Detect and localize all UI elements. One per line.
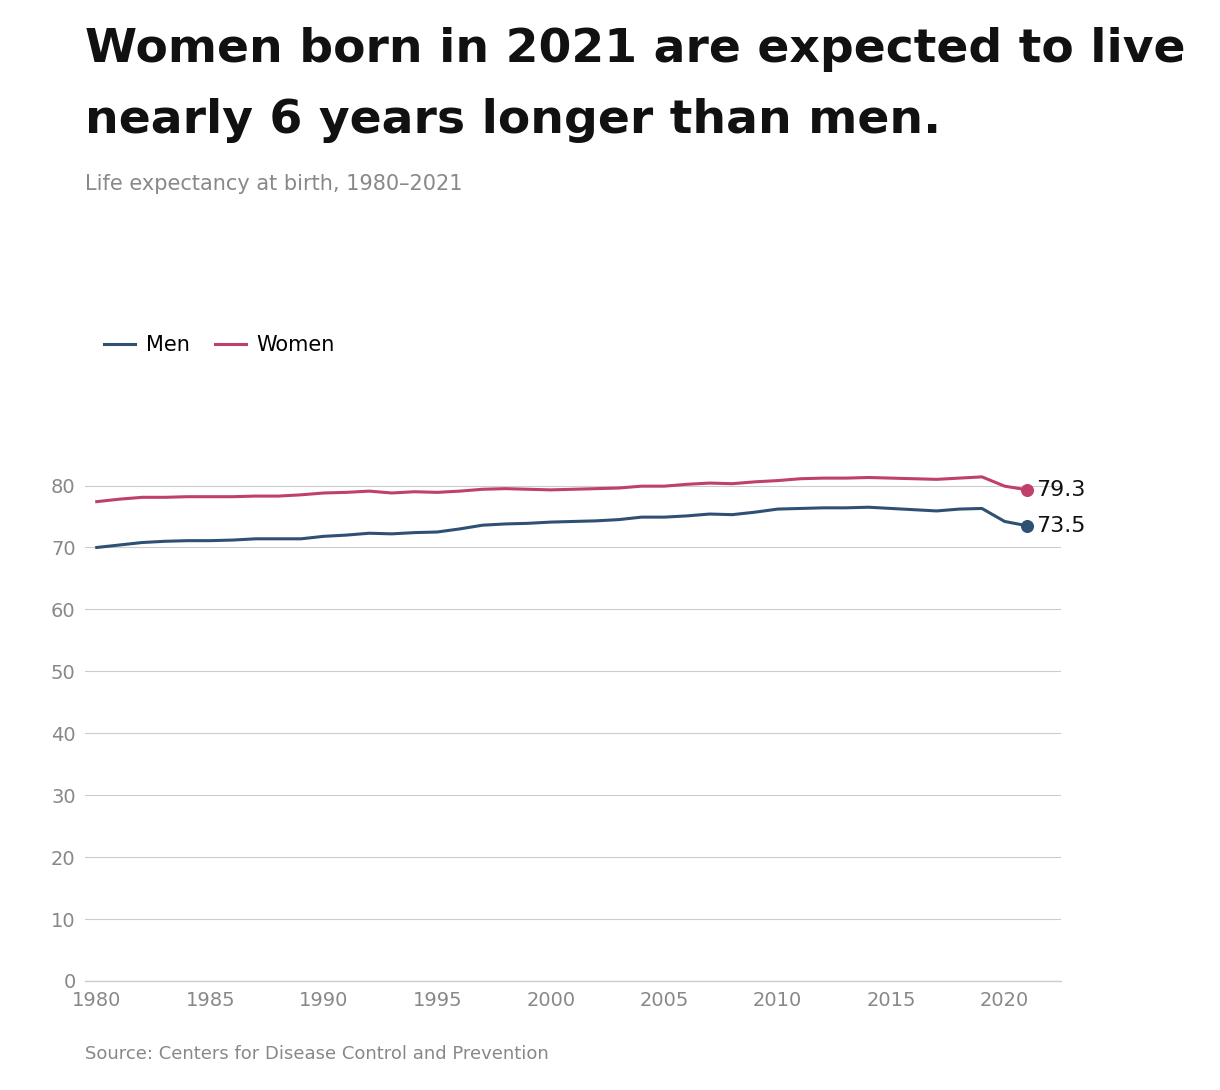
Point: [1017, 517, 1037, 534]
Text: Life expectancy at birth, 1980–2021: Life expectancy at birth, 1980–2021: [85, 174, 462, 194]
Text: nearly 6 years longer than men.: nearly 6 years longer than men.: [85, 98, 942, 143]
Point: [1017, 481, 1037, 498]
Legend: Men, Women: Men, Women: [96, 327, 343, 363]
Text: 73.5: 73.5: [1036, 516, 1085, 536]
Text: 79.3: 79.3: [1036, 480, 1085, 500]
Text: Source: Centers for Disease Control and Prevention: Source: Centers for Disease Control and …: [85, 1044, 549, 1063]
Text: Women born in 2021 are expected to live: Women born in 2021 are expected to live: [85, 27, 1186, 72]
